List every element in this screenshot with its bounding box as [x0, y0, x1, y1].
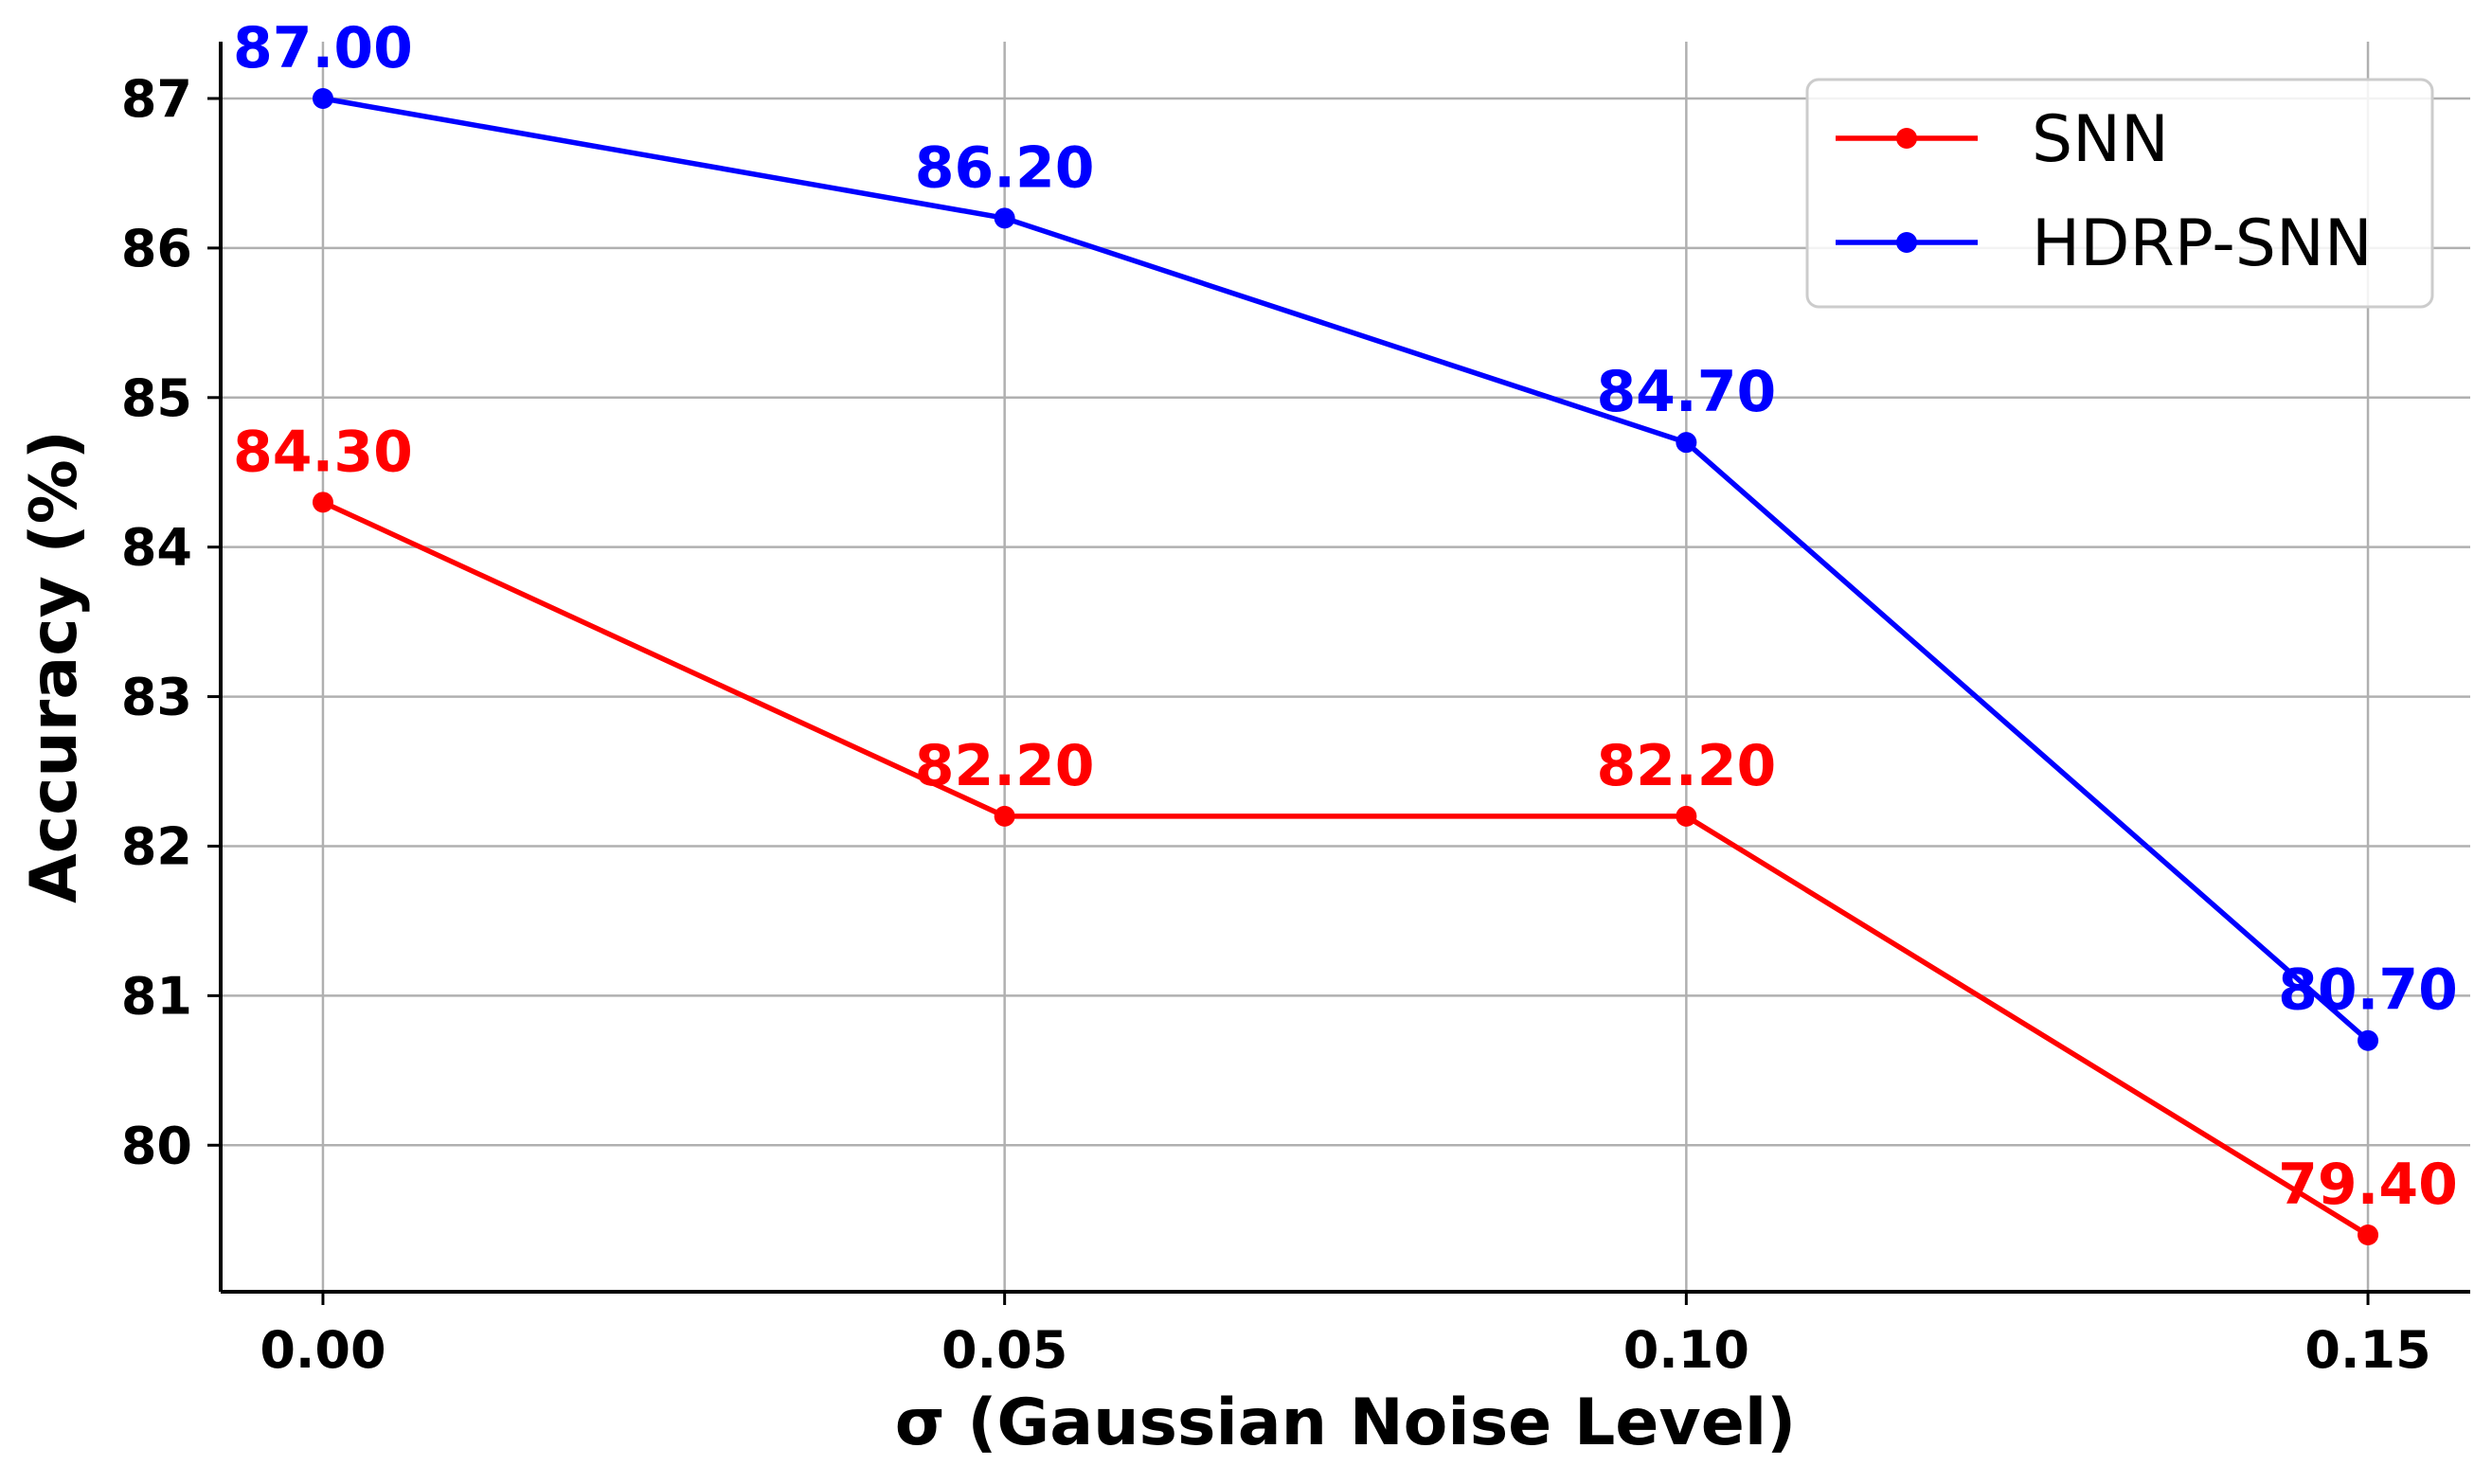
y-tick-label: 84 [121, 518, 192, 578]
legend-label: SNN [2032, 102, 2169, 177]
y-tick-label: 80 [121, 1116, 192, 1175]
data-point [2358, 1029, 2379, 1051]
y-tick-label: 87 [121, 69, 192, 129]
x-tick-label: 0.05 [941, 1320, 1067, 1380]
data-label: 86.20 [915, 134, 1095, 201]
data-label: 79.40 [2278, 1152, 2458, 1218]
legend-label: HDRP-SNN [2032, 206, 2373, 281]
y-tick-label: 81 [121, 966, 192, 1026]
x-axis-ticks: 0.00 0.05 0.10 0.15 [260, 1292, 2431, 1380]
data-label: 84.30 [233, 419, 413, 485]
y-axis-title: Accuracy (%) [17, 430, 92, 903]
data-label: 84.70 [1596, 359, 1776, 425]
series-line-hdrp-snn [322, 96, 2370, 1043]
data-labels: 84.30 82.20 82.20 79.40 87.00 86.20 84.70 80.70 [233, 15, 2458, 1218]
data-point [1676, 805, 1697, 827]
data-point [312, 492, 333, 513]
x-tick-label: 0.10 [1623, 1320, 1749, 1380]
y-axis-ticks: 80 81 82 83 84 85 86 87 [121, 69, 221, 1175]
data-label: 87.00 [233, 15, 413, 81]
data-point [1676, 432, 1697, 454]
y-tick-label: 86 [121, 219, 192, 278]
y-tick-label: 85 [121, 368, 192, 428]
y-tick-label: 83 [121, 668, 192, 727]
legend: SNN HDRP-SNN [1805, 78, 2434, 309]
series-line-snn [321, 499, 2370, 1238]
data-label: 82.20 [1596, 733, 1776, 799]
legend-marker [1896, 232, 1917, 253]
x-axis-title: σ (Gaussian Noise Level) [895, 1386, 1797, 1460]
legend-marker [1896, 128, 1917, 149]
data-label: 80.70 [2278, 957, 2458, 1024]
y-tick-label: 82 [121, 816, 192, 876]
grid-lines [221, 42, 2470, 1292]
data-point [2358, 1225, 2379, 1245]
data-point [994, 207, 1015, 229]
x-tick-label: 0.15 [2304, 1320, 2430, 1380]
x-tick-label: 0.00 [260, 1320, 385, 1380]
series-layer [312, 88, 2379, 1245]
axes [219, 42, 2470, 1294]
data-point [994, 805, 1015, 827]
data-point [312, 88, 333, 109]
data-label: 82.20 [915, 733, 1095, 799]
